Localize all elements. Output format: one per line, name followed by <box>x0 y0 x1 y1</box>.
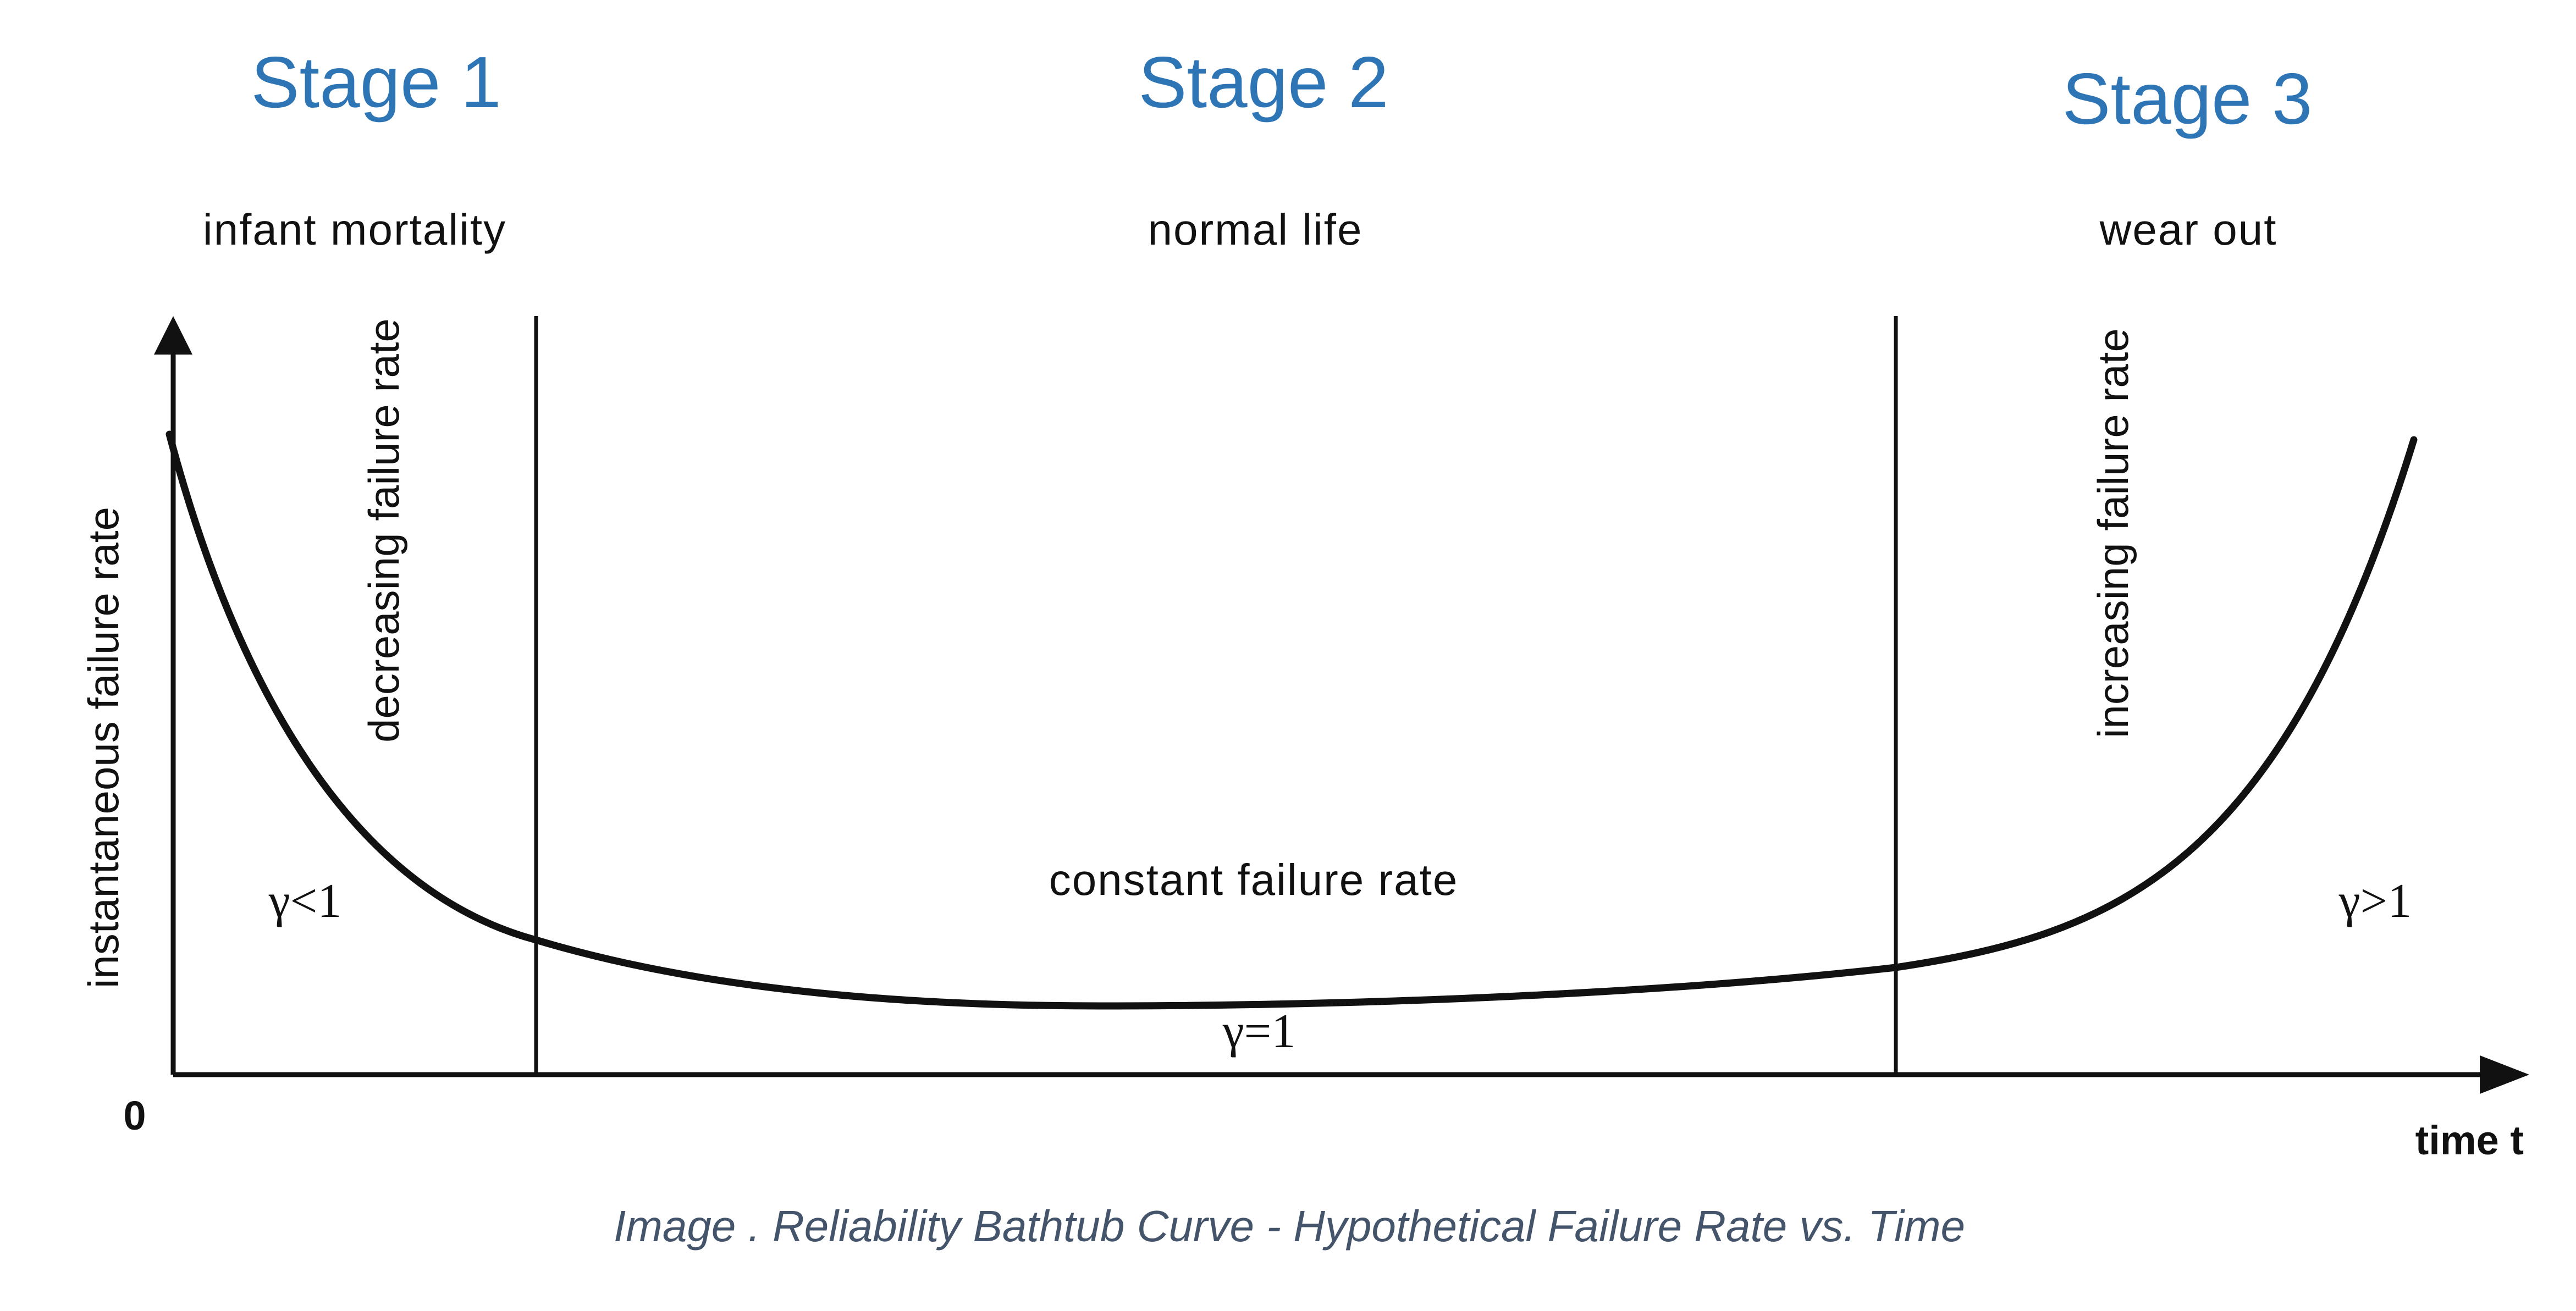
y-axis-label: instantaneous failure rate <box>79 507 128 988</box>
figure-caption: Image . Reliability Bathtub Curve - Hypo… <box>614 1202 1965 1251</box>
x-axis-arrow-icon <box>2480 1055 2529 1094</box>
origin-label: 0 <box>123 1093 146 1138</box>
phase-wear-out-label: wear out <box>2099 205 2277 254</box>
gamma-equal-one-label: γ=1 <box>1222 1005 1296 1058</box>
stage-1-label: Stage 1 <box>251 42 501 123</box>
y-axis-arrow-icon <box>154 316 192 355</box>
decreasing-failure-rate-label: decreasing failure rate <box>360 318 408 743</box>
increasing-failure-rate-label: increasing failure rate <box>2089 328 2137 738</box>
gamma-less-than-one-label: γ<1 <box>268 875 342 928</box>
phase-normal-life-label: normal life <box>1148 205 1363 254</box>
gamma-greater-than-one-label: γ>1 <box>2338 875 2412 928</box>
x-axis-label: time t <box>2415 1118 2524 1163</box>
stage-3-label: Stage 3 <box>2062 58 2312 139</box>
stage-2-label: Stage 2 <box>1138 42 1388 123</box>
phase-infant-mortality-label: infant mortality <box>203 205 506 254</box>
constant-failure-rate-label: constant failure rate <box>1049 855 1459 904</box>
bathtub-curve <box>166 430 2418 1010</box>
